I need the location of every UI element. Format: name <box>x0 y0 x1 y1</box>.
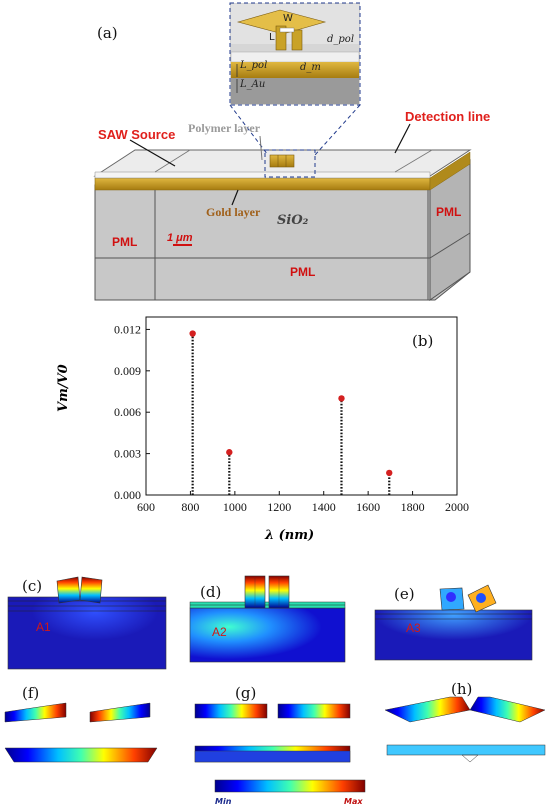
data-point <box>189 330 196 337</box>
y-tick-label: 0.009 <box>114 364 141 378</box>
sio2-label: SiO₂ <box>277 213 309 228</box>
saw-source-label: SAW Source <box>98 127 176 142</box>
panel-b-chart: 600 800 1000 1200 1400 1600 1800 2000 0.000 0.003… <box>114 316 469 514</box>
pml-bottom-label: PML <box>290 265 316 279</box>
detection-line-label: Detection line <box>405 109 491 124</box>
gold-layer-front <box>94 177 431 191</box>
y-tick-label: 0.006 <box>114 405 141 419</box>
chart-xlabel: λ (nm) <box>265 528 315 543</box>
gold-layer-side <box>429 151 471 191</box>
x-tick-label: 1200 <box>267 500 291 514</box>
data-point <box>226 449 233 456</box>
y-tick-label: 0.012 <box>114 322 141 336</box>
inset-lpol-label: L_pol <box>240 60 268 71</box>
nano-pillars <box>269 154 295 168</box>
mode-a1-tag: A1 <box>36 620 51 634</box>
polymer-front <box>94 171 431 179</box>
inset-lau-label: L_Au <box>240 79 266 90</box>
panel-a-device <box>93 149 472 301</box>
y-tick-label: 0.000 <box>114 488 141 502</box>
data-point <box>338 395 345 402</box>
panel-e-label: (e) <box>394 585 415 603</box>
mode-a3-tag: A3 <box>406 621 421 635</box>
x-tick-label: 2000 <box>445 500 469 514</box>
panel-c-label: (c) <box>22 577 43 595</box>
panel-h-deformation <box>384 696 546 763</box>
panel-c-mode <box>7 576 167 670</box>
panel-a-label: (a) <box>97 24 118 42</box>
panel-f-label: (f) <box>22 684 40 702</box>
inset-dpol-label: d_pol <box>327 34 355 45</box>
chart-ylabel: Vm/V0 <box>56 364 71 412</box>
inset-dm-label: d_m <box>300 62 321 73</box>
colorbar <box>214 779 366 793</box>
colorbar-max-label: Max <box>344 797 363 806</box>
chart-frame <box>145 316 458 496</box>
x-tick-label: 800 <box>181 500 199 514</box>
x-tick-label: 1000 <box>223 500 247 514</box>
panel-a-inset <box>229 2 361 178</box>
x-tick-label: 600 <box>137 500 155 514</box>
panel-a-arrows <box>129 123 411 206</box>
panel-d-mode <box>189 575 346 663</box>
panel-g-deformation <box>194 703 351 763</box>
gold-layer-label: Gold layer <box>206 205 261 219</box>
inset-l-label: L <box>269 32 275 43</box>
pml-left-label: PML <box>112 235 138 249</box>
x-tick-label: 1600 <box>356 500 380 514</box>
panel-e-mode <box>374 584 533 661</box>
y-tick-label: 0.003 <box>114 447 141 461</box>
mode-a2-tag: A2 <box>212 625 227 639</box>
scale-bar-label: 1 μm <box>167 232 193 244</box>
panel-g-label: (g) <box>235 684 257 702</box>
x-tick-label: 1400 <box>312 500 336 514</box>
panel-b-label: (b) <box>412 332 434 350</box>
polymer-layer-label: Polymer layer <box>188 121 261 135</box>
panel-h-label: (h) <box>451 680 473 698</box>
data-point <box>386 469 393 477</box>
inset-w-label: W <box>283 13 293 24</box>
pml-right-label: PML <box>436 205 462 219</box>
panel-f-deformation <box>4 702 158 763</box>
panel-d-label: (d) <box>200 583 222 601</box>
colorbar-min-label: Min <box>215 797 232 806</box>
x-tick-label: 1800 <box>401 500 425 514</box>
